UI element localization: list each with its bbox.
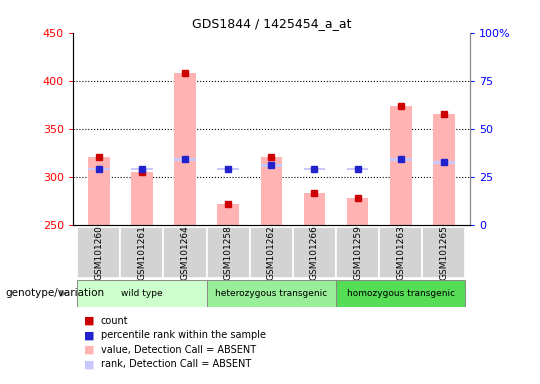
Text: GSM101258: GSM101258 xyxy=(224,225,233,280)
Bar xyxy=(347,167,368,170)
Bar xyxy=(379,227,422,278)
Bar xyxy=(131,167,153,170)
Bar xyxy=(390,106,411,225)
Bar xyxy=(77,280,207,307)
Bar xyxy=(120,227,164,278)
Text: ■: ■ xyxy=(84,330,94,340)
Text: GSM101261: GSM101261 xyxy=(137,225,146,280)
Bar xyxy=(433,161,455,164)
Text: heterozygous transgenic: heterozygous transgenic xyxy=(215,289,327,298)
Text: percentile rank within the sample: percentile rank within the sample xyxy=(101,330,266,340)
Bar xyxy=(88,167,110,170)
Text: GSM101265: GSM101265 xyxy=(440,225,448,280)
Text: rank, Detection Call = ABSENT: rank, Detection Call = ABSENT xyxy=(101,359,251,369)
Bar xyxy=(174,158,196,161)
Text: ■: ■ xyxy=(84,316,94,326)
Bar xyxy=(293,227,336,278)
Bar xyxy=(422,227,465,278)
Text: GSM101266: GSM101266 xyxy=(310,225,319,280)
Text: count: count xyxy=(101,316,129,326)
Bar xyxy=(164,227,207,278)
Bar xyxy=(390,158,411,161)
Bar xyxy=(207,227,250,278)
Text: GSM101264: GSM101264 xyxy=(180,225,190,280)
Text: GSM101260: GSM101260 xyxy=(94,225,103,280)
Bar xyxy=(250,227,293,278)
Bar xyxy=(218,167,239,170)
Bar xyxy=(207,280,336,307)
Title: GDS1844 / 1425454_a_at: GDS1844 / 1425454_a_at xyxy=(192,17,351,30)
Bar xyxy=(218,204,239,225)
Bar xyxy=(303,193,325,225)
Text: GSM101262: GSM101262 xyxy=(267,225,276,280)
Text: homozygous transgenic: homozygous transgenic xyxy=(347,289,455,298)
Bar xyxy=(303,167,325,170)
Text: ■: ■ xyxy=(84,359,94,369)
Bar xyxy=(433,114,455,225)
Bar xyxy=(336,227,379,278)
Bar xyxy=(131,172,153,225)
Text: genotype/variation: genotype/variation xyxy=(5,288,105,298)
Bar xyxy=(261,157,282,225)
Bar xyxy=(77,227,120,278)
Bar xyxy=(347,198,368,225)
Text: wild type: wild type xyxy=(121,289,163,298)
Bar xyxy=(261,164,282,167)
Text: GSM101263: GSM101263 xyxy=(396,225,406,280)
Text: value, Detection Call = ABSENT: value, Detection Call = ABSENT xyxy=(101,345,256,355)
Bar xyxy=(88,157,110,225)
Bar xyxy=(174,73,196,225)
Text: ■: ■ xyxy=(84,345,94,355)
Text: GSM101259: GSM101259 xyxy=(353,225,362,280)
Bar xyxy=(336,280,465,307)
